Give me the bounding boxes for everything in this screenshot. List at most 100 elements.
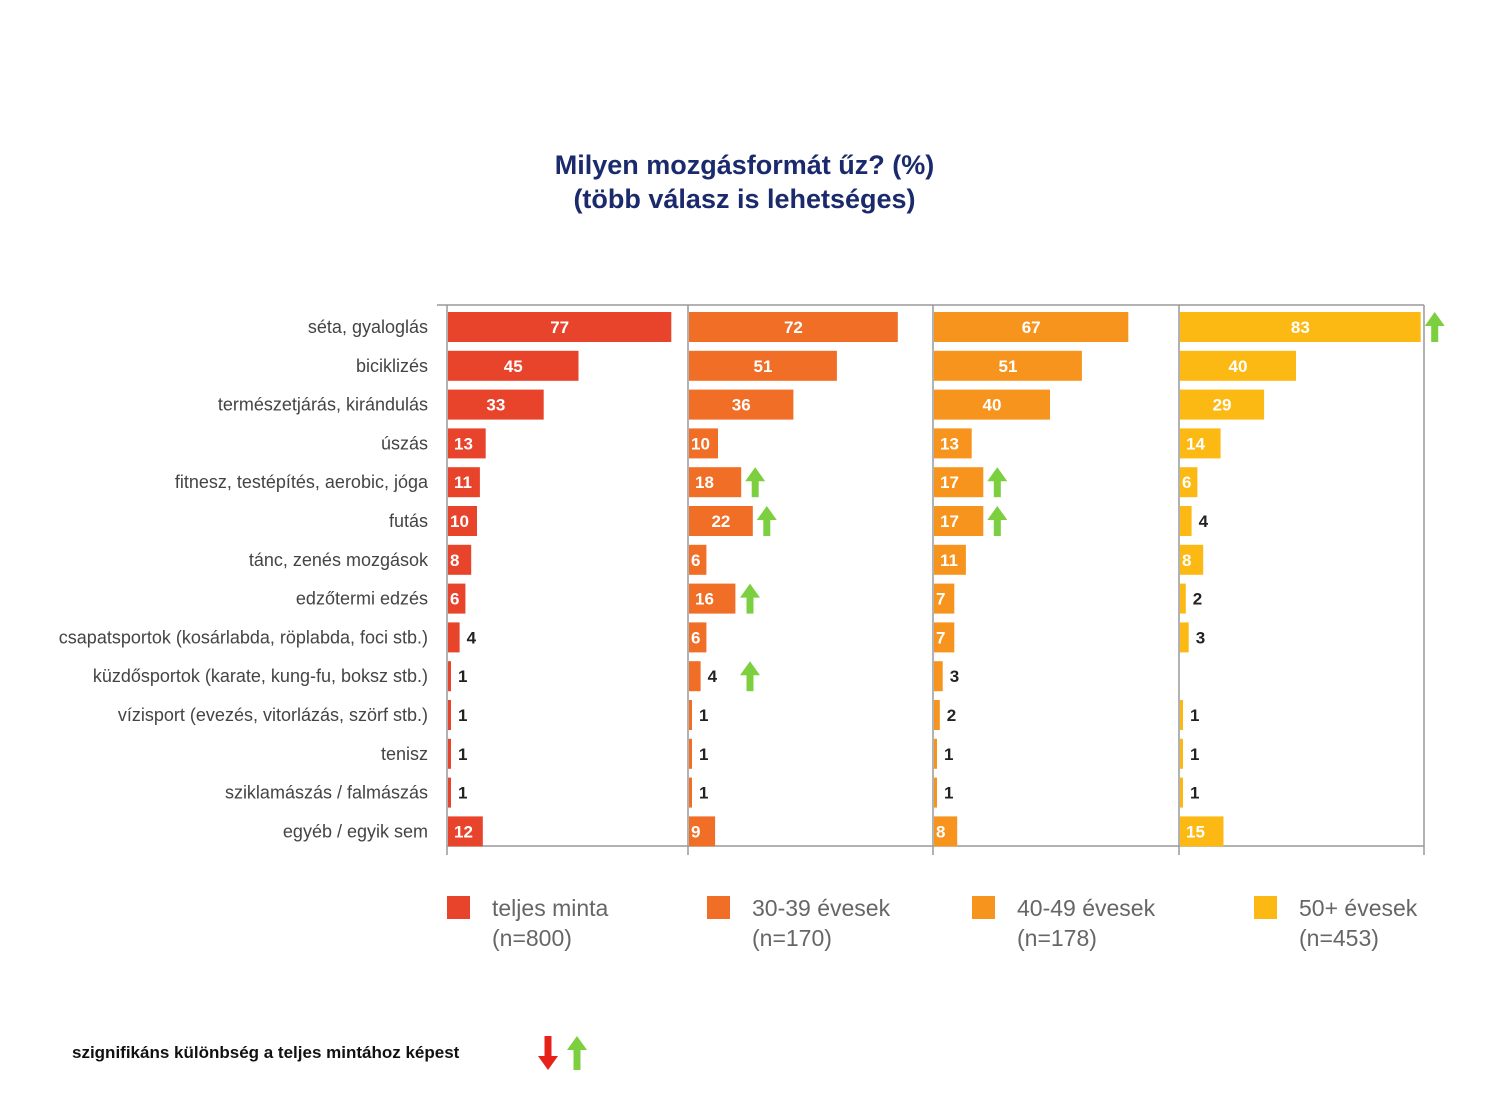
- bar-value-label: 1: [944, 745, 953, 764]
- bar-value-label: 1: [1190, 745, 1199, 764]
- category-label: tenisz: [381, 744, 428, 764]
- significance-footnote: szignifikáns különbség a teljes mintához…: [72, 1043, 460, 1062]
- bar-value-label: 1: [699, 706, 708, 725]
- significance-down-arrow-icon: [538, 1036, 558, 1070]
- bar-value-label: 13: [454, 434, 473, 453]
- legend-sample-size: (n=800): [492, 925, 572, 951]
- category-label: vízisport (evezés, vitorlázás, szörf stb…: [118, 705, 428, 725]
- significance-up-arrow-icon: [740, 583, 760, 614]
- legend-swatch: [1254, 896, 1277, 919]
- bar: [448, 661, 451, 692]
- bar: [448, 738, 451, 769]
- bar: [1180, 738, 1183, 769]
- bar-value-label: 51: [753, 357, 772, 376]
- legend-label: 40-49 évesek: [1017, 895, 1156, 921]
- legend-sample-size: (n=453): [1299, 925, 1379, 951]
- chart-title: Milyen mozgásformát űz? (%) (több válasz…: [0, 148, 1489, 216]
- bar: [1180, 622, 1189, 653]
- bar: [934, 312, 1129, 342]
- significance-up-arrow-icon: [745, 467, 766, 498]
- bar-value-label: 2: [1193, 590, 1202, 609]
- bar: [934, 777, 937, 808]
- bar: [1180, 583, 1186, 614]
- bar: [448, 544, 472, 575]
- bar-value-label: 11: [454, 473, 472, 492]
- bar-value-label: 1: [458, 784, 467, 803]
- bar: [689, 467, 742, 498]
- category-label: küzdősportok (karate, kung-fu, boksz stb…: [93, 666, 428, 686]
- bar: [934, 544, 966, 575]
- category-label: sziklamászás / falmászás: [225, 783, 428, 803]
- bar: [448, 467, 480, 498]
- bar-value-label: 12: [454, 822, 473, 841]
- category-label: úszás: [381, 433, 428, 453]
- bar-value-label: 10: [450, 512, 469, 531]
- bar: [1180, 350, 1296, 381]
- bar: [448, 622, 460, 653]
- bar-value-label: 33: [486, 396, 505, 415]
- bar-value-label: 77: [550, 318, 569, 337]
- bar: [1180, 777, 1183, 808]
- bar: [689, 428, 718, 459]
- bar: [448, 350, 579, 381]
- bar-value-label: 8: [1182, 551, 1191, 570]
- bar-value-label: 3: [1196, 628, 1205, 647]
- bar-value-label: 16: [695, 590, 714, 609]
- significance-up-arrow-icon: [756, 506, 777, 536]
- legend-sample-size: (n=178): [1017, 925, 1097, 951]
- significance-up-arrow-icon: [987, 467, 1008, 498]
- bar: [689, 389, 794, 420]
- bar: [689, 661, 701, 692]
- chart-title-line1: Milyen mozgásformát űz? (%): [554, 150, 935, 180]
- category-label: tánc, zenés mozgások: [249, 550, 429, 570]
- category-label: biciklizés: [356, 356, 428, 376]
- bar-value-label: 22: [711, 512, 730, 531]
- bar-value-label: 40: [983, 396, 1002, 415]
- legend-swatch: [972, 896, 995, 919]
- legend-sample-size: (n=170): [752, 925, 832, 951]
- bar: [448, 583, 466, 614]
- bar: [934, 622, 955, 653]
- bar-value-label: 83: [1291, 318, 1310, 337]
- bar-value-label: 1: [699, 784, 708, 803]
- significance-up-arrow-icon: [1424, 312, 1445, 342]
- legend-swatch: [447, 896, 470, 919]
- category-label: futás: [389, 511, 428, 531]
- bar: [934, 467, 984, 498]
- bar: [934, 738, 937, 769]
- category-label: edzőtermi edzés: [296, 589, 428, 609]
- bar-value-label: 17: [940, 512, 959, 531]
- bar: [448, 777, 451, 808]
- bar: [689, 816, 716, 847]
- bar-value-label: 1: [1190, 784, 1199, 803]
- bar-value-label: 72: [784, 318, 803, 337]
- bar-value-label: 10: [691, 434, 710, 453]
- bar-value-label: 2: [947, 706, 956, 725]
- bar: [1180, 700, 1183, 730]
- bar-value-label: 6: [450, 590, 459, 609]
- bar-value-label: 51: [998, 357, 1017, 376]
- bar: [689, 312, 898, 342]
- category-label: fitnesz, testépítés, aerobic, jóga: [175, 472, 429, 492]
- bar: [934, 661, 943, 692]
- category-label: csapatsportok (kosárlabda, röplabda, foc…: [59, 627, 428, 647]
- bar: [448, 506, 477, 536]
- bar: [1180, 467, 1198, 498]
- bar-value-label: 1: [458, 667, 467, 686]
- bar: [689, 583, 736, 614]
- significance-up-arrow-icon: [987, 506, 1008, 536]
- bar-value-label: 9: [691, 822, 700, 841]
- bar-value-label: 29: [1213, 396, 1232, 415]
- bar-value-label: 7: [936, 628, 945, 647]
- bar-value-label: 3: [950, 667, 959, 686]
- bar-value-label: 8: [450, 551, 459, 570]
- legend-swatch: [707, 896, 730, 919]
- bar-value-label: 40: [1229, 357, 1248, 376]
- bar-value-label: 4: [708, 667, 718, 686]
- bar: [1180, 816, 1224, 847]
- bar: [689, 622, 707, 653]
- bar-value-label: 6: [691, 628, 700, 647]
- bar-value-label: 1: [944, 784, 953, 803]
- bar-value-label: 11: [940, 551, 958, 570]
